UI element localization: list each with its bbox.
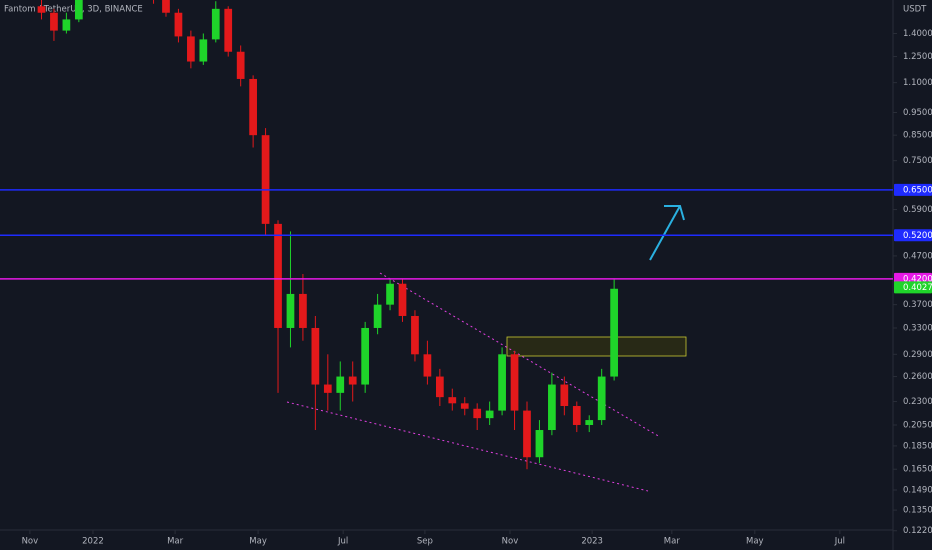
price-tag-label: 0.4027 [903,283,932,293]
chart-title: Fantom / TetherUS, 3D, BINANCE [4,5,143,15]
candle-body [510,354,519,411]
x-tick-label: Jul [834,537,845,547]
candle-body [523,410,531,458]
y-tick-label: 0.3300 [903,323,932,333]
y-tick-label: 0.1490 [903,486,932,496]
x-tick-label: Nov [502,537,519,547]
y-tick-label: 1.1000 [903,78,932,88]
price-tag-label: 0.6500 [903,185,932,195]
y-tick-label: 0.2300 [903,397,932,407]
y-tick-label: 0.1220 [903,526,932,536]
candle-body [398,283,407,316]
candle-body [162,0,170,13]
candle-body [610,288,618,377]
candle-body [473,408,482,419]
y-tick-label: 1.4000 [903,29,932,39]
y-tick-label: 0.7500 [903,156,932,166]
x-tick-label: Nov [22,537,39,547]
price-tag-label: 0.4200 [903,274,932,284]
candle-body [435,376,444,398]
candle-body [299,293,307,328]
y-tick-label: 0.2050 [903,420,932,430]
drawings [286,205,687,492]
candle-body [37,6,46,13]
candle-body [187,36,195,62]
candle-body [62,19,71,31]
x-tick-label: Sep [417,537,433,547]
candle-body [199,39,208,62]
candle-body [236,51,245,79]
trend-line [286,401,649,492]
candle-body [485,410,494,419]
candle-body [386,283,394,305]
candle-body [548,384,556,431]
candle-body [597,376,606,421]
y-tick-label: 0.3700 [903,300,932,310]
arrow [649,205,681,261]
candle-body [448,397,457,404]
candle-body [261,135,270,224]
candle-body [74,0,83,20]
y-tick-label: 0.1650 [903,465,932,475]
candle-body [361,327,370,385]
price-tag [894,281,932,294]
y-tick-label: 0.2600 [903,372,932,382]
y-tick-label: 0.5900 [903,205,932,215]
candle-body [460,403,469,409]
candle-body [423,354,432,377]
y-tick-label: 0.1350 [903,506,932,516]
y-tick-label: 0.8500 [903,131,932,141]
x-tick-label: Mar [664,537,681,547]
x-tick-label: 2022 [82,537,104,547]
candle-body [572,406,581,425]
y-tick-label: 0.9500 [903,108,932,118]
candle-body [336,376,345,393]
candle-body [373,304,382,328]
candle-body [249,78,257,136]
arrow-head [664,205,685,221]
candle-body [224,8,233,52]
x-tick-label: Jul [337,537,348,547]
candle-body [585,420,594,425]
y-tick-label: 1.2500 [903,52,932,62]
candle-body [286,293,295,328]
candle-body [323,384,332,393]
zone-box [506,336,687,357]
candle-body [348,376,357,385]
candle-body [274,223,282,328]
price-tag-label: 0.5200 [903,231,932,241]
x-tick-label: May [746,537,764,547]
candle-body [174,12,183,37]
candle-body [498,354,506,411]
candle-body [311,327,320,385]
price-tag [894,183,932,196]
candle-body [50,12,58,31]
y-tick-label: 0.1850 [903,441,932,451]
x-tick-label: May [249,537,267,547]
x-tick-label: 2023 [581,537,603,547]
candle-body [535,430,544,458]
y-tick-label: 0.4700 [903,251,932,261]
candle-body [411,315,419,355]
candle-body [560,384,569,407]
price-tag [894,229,932,242]
x-tick-label: Mar [167,537,184,547]
trend-line [379,272,661,438]
y-tick-label: 0.2900 [903,350,932,360]
currency-label: USDT [903,5,927,15]
candle-body [211,8,220,40]
